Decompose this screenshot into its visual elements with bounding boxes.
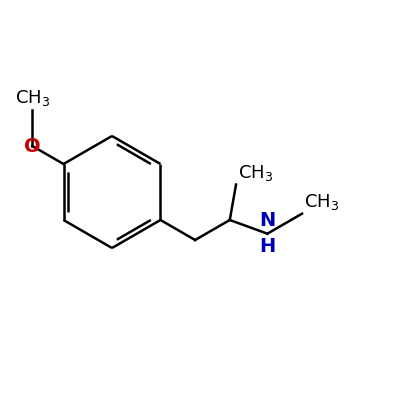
Text: H: H	[259, 237, 276, 256]
Text: N: N	[259, 212, 276, 230]
Text: CH$_3$: CH$_3$	[238, 162, 273, 182]
Text: CH$_3$: CH$_3$	[15, 88, 50, 108]
Text: CH$_3$: CH$_3$	[304, 192, 339, 212]
Text: O: O	[24, 136, 41, 156]
